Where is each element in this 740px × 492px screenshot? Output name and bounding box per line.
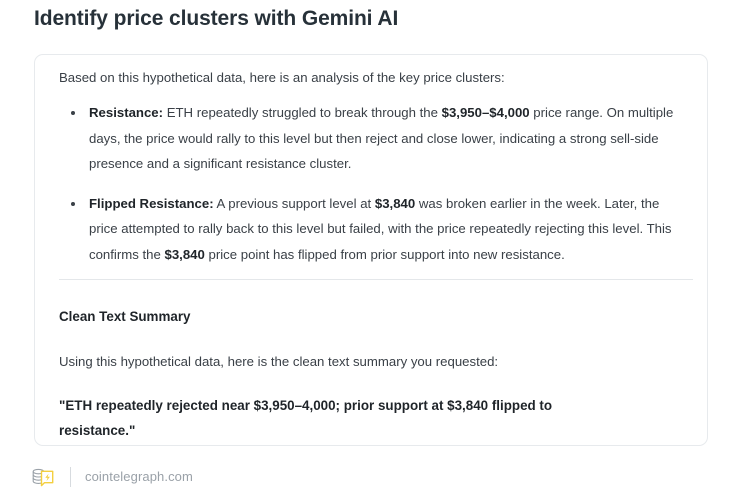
bullet-text: price point has flipped from prior suppo… bbox=[204, 246, 565, 262]
bullet-text: A previous support level at bbox=[213, 195, 375, 211]
bullet-dot-icon bbox=[71, 201, 75, 206]
bullet-text: price range. On multiple days, the price… bbox=[89, 105, 674, 171]
list-item: Resistance: ETH repeatedly struggled to … bbox=[59, 100, 683, 177]
price-value: $3,840 bbox=[374, 195, 416, 211]
bullet-rich-text: Flipped Resistance: A previous support l… bbox=[89, 196, 672, 262]
cointelegraph-logo-icon bbox=[30, 465, 56, 489]
footer-divider bbox=[70, 467, 71, 487]
card-content: Based on this hypothetical data, here is… bbox=[35, 55, 707, 267]
bullet-label: Resistance: bbox=[89, 105, 164, 120]
bullet-label: Flipped Resistance: bbox=[89, 195, 214, 211]
footer-domain-label: cointelegraph.com bbox=[85, 469, 193, 484]
summary-quote-text: "ETH repeatedly rejected near $3,950–4,0… bbox=[59, 398, 553, 438]
ai-answer-card: Based on this hypothetical data, here is… bbox=[34, 54, 708, 446]
bullet-text: was broken earlier in the week. Later, t… bbox=[89, 195, 672, 262]
section-divider bbox=[59, 279, 693, 280]
clean-text-summary-section: Clean Text Summary Using this hypothetic… bbox=[59, 307, 693, 443]
bullet-dot-icon bbox=[71, 111, 75, 115]
bullet-rich-text: Resistance: ETH repeatedly struggled to … bbox=[89, 105, 673, 171]
analysis-bullet-list: Resistance: ETH repeatedly struggled to … bbox=[59, 100, 683, 267]
footer: cointelegraph.com bbox=[30, 463, 193, 491]
summary-lead-paragraph: Using this hypothetical data, here is th… bbox=[59, 354, 499, 369]
page-title: Identify price clusters with Gemini AI bbox=[34, 7, 399, 31]
bullet-text: ETH repeatedly struggled to break throug… bbox=[163, 105, 442, 120]
list-item: Flipped Resistance: A previous support l… bbox=[59, 191, 683, 268]
intro-paragraph: Based on this hypothetical data, here is… bbox=[59, 70, 505, 85]
summary-heading: Clean Text Summary bbox=[59, 309, 191, 324]
price-value: $3,840 bbox=[164, 246, 205, 262]
price-value: $3,950–$4,000 bbox=[441, 105, 530, 120]
